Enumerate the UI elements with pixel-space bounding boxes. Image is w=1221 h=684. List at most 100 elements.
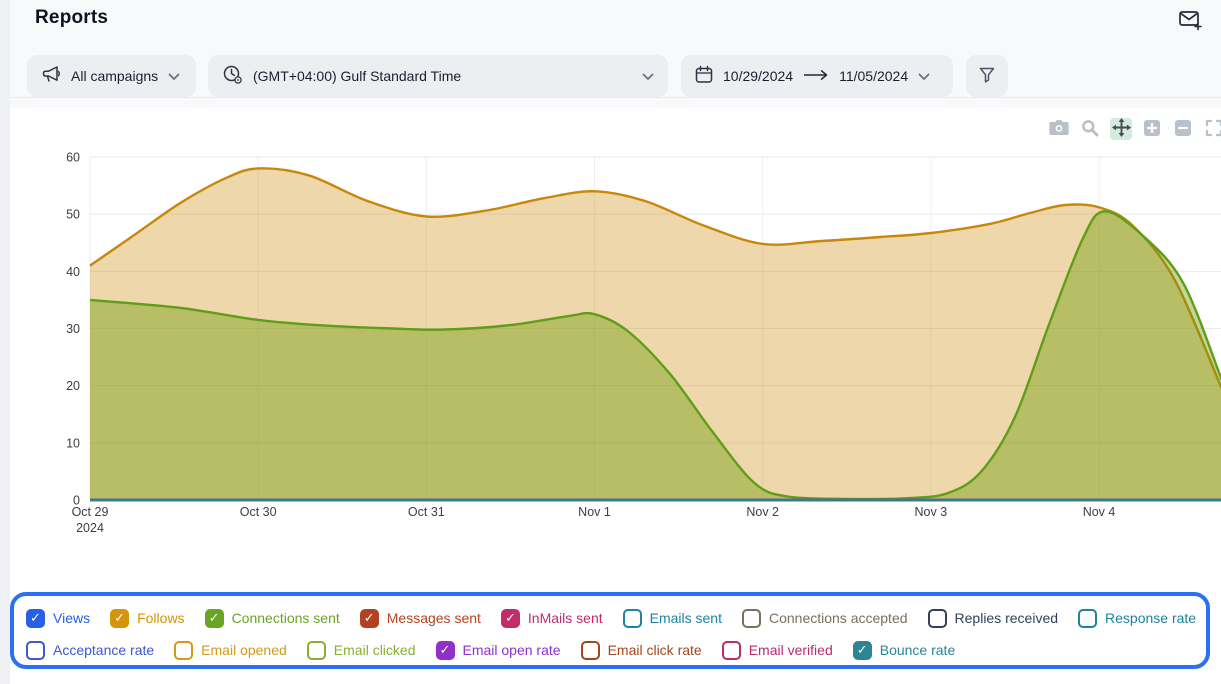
checkbox-unchecked-icon[interactable] [306, 640, 326, 660]
legend-item-label: InMails sent [527, 610, 603, 626]
checkbox-unchecked-icon[interactable] [721, 640, 741, 660]
legend-item-email-click-rate[interactable]: Email click rate [580, 640, 702, 660]
x-tick-label: Oct 29 [72, 505, 109, 519]
y-tick-label: 20 [66, 379, 80, 393]
series-fill-follows [90, 168, 1221, 500]
chart-toolbar [1048, 118, 1221, 140]
legend-item-label: Email clicked [333, 642, 416, 658]
legend-item-email-opened[interactable]: Email opened [174, 640, 287, 660]
legend-item-label: Acceptance rate [53, 642, 155, 658]
legend-item-replies-received[interactable]: Replies received [927, 608, 1059, 628]
zoom-out-tool-button[interactable] [1172, 118, 1194, 140]
legend-item-email-clicked[interactable]: Email clicked [306, 640, 416, 660]
checkbox-checked-icon[interactable]: ✓ [852, 640, 872, 660]
legend-item-label: Views [53, 610, 91, 626]
mail-plus-icon [1177, 7, 1203, 36]
section-divider [10, 97, 1221, 98]
y-tick-label: 10 [66, 436, 80, 450]
checkbox-unchecked-icon[interactable] [741, 608, 761, 628]
checkbox-unchecked-icon[interactable] [26, 640, 45, 660]
legend-item-label: Replies received [954, 610, 1059, 626]
checkbox-checked-icon[interactable]: ✓ [204, 608, 224, 628]
camera-icon [1049, 119, 1069, 139]
page-title: Reports [35, 7, 109, 28]
campaigns-dropdown-label: All campaigns [71, 68, 159, 84]
zoom-in-tool-button[interactable] [1141, 118, 1163, 140]
series-line-connections-sent [89, 210, 1221, 501]
legend-row-1: ✓ Views ✓ Follows ✓ Connections sent ✓ Messages… [26, 602, 1196, 634]
series-fill-connections-sent [90, 211, 1221, 500]
checkbox-checked-icon[interactable]: ✓ [26, 608, 45, 628]
checkbox-unchecked-icon[interactable] [1078, 608, 1098, 628]
checkbox-unchecked-icon[interactable] [927, 608, 947, 628]
checkbox-unchecked-icon[interactable] [174, 640, 194, 660]
autoscale-tool-button[interactable] [1203, 118, 1221, 140]
arrow-right-icon [803, 68, 829, 84]
zoom-icon [1081, 119, 1099, 140]
metrics-legend: ✓ Views ✓ Follows ✓ Connections sent ✓ Messages… [10, 592, 1210, 669]
new-email-button[interactable] [1176, 7, 1204, 35]
legend-item-inmails-sent[interactable]: ✓ InMails sent [500, 608, 603, 628]
y-tick-label: 30 [66, 322, 80, 336]
x-tick-label: Nov 2 [746, 505, 779, 519]
pan-icon [1111, 118, 1131, 140]
x-tick-label: Oct 30 [240, 505, 277, 519]
megaphone-icon [41, 65, 61, 87]
date-range-end: 11/05/2024 [839, 68, 909, 84]
legend-item-email-open-rate[interactable]: ✓ Email open rate [435, 640, 561, 660]
x-tick-label: Nov 3 [915, 505, 948, 519]
checkbox-checked-icon[interactable]: ✓ [359, 608, 379, 628]
legend-item-label: Bounce rate [879, 642, 956, 658]
timezone-dropdown-label: (GMT+04:00) Gulf Standard Time [253, 68, 462, 84]
legend-item-label: Email opened [201, 642, 287, 658]
y-tick-label: 40 [66, 265, 80, 279]
series-line-follows [89, 167, 1221, 389]
chevron-down-icon [168, 68, 180, 84]
filter-button[interactable] [966, 55, 1008, 97]
legend-item-label: Response rate [1105, 610, 1197, 626]
x-tick-label: Nov 1 [578, 505, 611, 519]
checkbox-checked-icon[interactable]: ✓ [435, 640, 455, 660]
legend-item-emails-sent[interactable]: Emails sent [622, 608, 722, 628]
x-tick-label: Oct 31 [408, 505, 445, 519]
checkbox-checked-icon[interactable]: ✓ [500, 608, 520, 628]
legend-row-2: Acceptance rate Email opened Email clicked… [26, 634, 1196, 666]
date-range-start: 10/29/2024 [723, 68, 794, 84]
legend-item-label: Email click rate [607, 642, 702, 658]
legend-item-label: Messages sent [386, 610, 481, 626]
legend-item-label: Connections sent [231, 610, 340, 626]
chevron-down-icon [642, 68, 654, 84]
legend-item-label: Email open rate [462, 642, 561, 658]
legend-item-views[interactable]: ✓ Views [26, 608, 91, 628]
chevron-down-icon [918, 68, 930, 84]
page-left-margin [0, 0, 10, 684]
legend-item-email-verified[interactable]: Email verified [721, 640, 833, 660]
checkbox-unchecked-icon[interactable] [622, 608, 642, 628]
y-tick-label: 60 [66, 151, 80, 165]
legend-item-response-rate[interactable]: Response rate [1078, 608, 1197, 628]
checkbox-checked-icon[interactable]: ✓ [110, 608, 130, 628]
reports-chart-card: 0 10 20 30 40 50 60 Oct 29 2024 Oct 30 Oct 31 Nov 1… [10, 108, 1221, 568]
zoom-tool-button[interactable] [1079, 118, 1101, 140]
legend-item-follows[interactable]: ✓ Follows [110, 608, 185, 628]
legend-item-acceptance-rate[interactable]: Acceptance rate [26, 640, 155, 660]
legend-item-connections-accepted[interactable]: Connections accepted [741, 608, 908, 628]
campaigns-dropdown[interactable]: All campaigns [27, 55, 196, 97]
x-tick-label: Nov 4 [1083, 505, 1116, 519]
legend-item-bounce-rate[interactable]: ✓ Bounce rate [852, 640, 956, 660]
timezone-dropdown[interactable]: (GMT+04:00) Gulf Standard Time [208, 55, 668, 97]
area-chart[interactable]: 0 10 20 30 40 50 60 Oct 29 2024 Oct 30 Oct 31 Nov 1… [0, 108, 1221, 568]
camera-tool-button[interactable] [1048, 118, 1070, 140]
legend-item-label: Follows [137, 610, 185, 626]
pan-tool-button[interactable] [1110, 118, 1132, 140]
zoom-out-icon [1175, 119, 1191, 139]
checkbox-unchecked-icon[interactable] [580, 640, 600, 660]
legend-item-connections-sent[interactable]: ✓ Connections sent [204, 608, 340, 628]
y-tick-label: 0 [73, 494, 80, 508]
clock-settings-icon [222, 64, 243, 88]
calendar-icon [695, 65, 713, 87]
funnel-icon [978, 66, 996, 87]
date-range-picker[interactable]: 10/29/2024 11/05/2024 [681, 55, 953, 97]
legend-item-label: Connections accepted [768, 610, 908, 626]
legend-item-messages-sent[interactable]: ✓ Messages sent [359, 608, 481, 628]
